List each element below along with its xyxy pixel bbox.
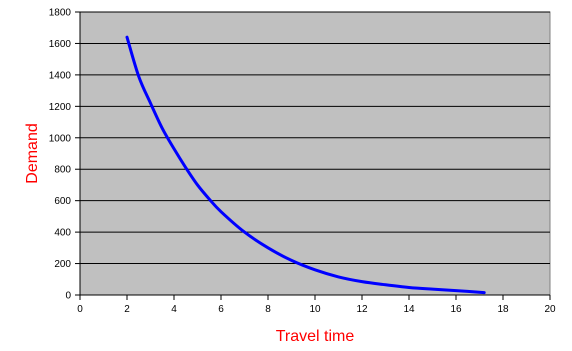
y-tick-label-200: 200 — [54, 259, 71, 270]
x-tick-labels: 0 2 4 6 8 10 12 14 16 18 20 — [77, 304, 556, 315]
y-tick-label-0: 0 — [65, 291, 71, 302]
axes — [75, 11, 551, 300]
plot-area — [79, 11, 551, 296]
gridlines — [80, 11, 550, 265]
y-axis-title: Demand — [24, 123, 41, 183]
y-tick-label-400: 400 — [54, 228, 71, 239]
x-tick-label-6: 6 — [218, 304, 224, 315]
x-tick-label-16: 16 — [450, 304, 462, 315]
x-tick-label-0: 0 — [77, 304, 83, 315]
x-tick-label-8: 8 — [265, 304, 271, 315]
y-tick-labels: 0 200 400 600 800 1000 1200 1400 1600 1800 — [49, 8, 72, 302]
x-axis-title: Travel time — [276, 328, 355, 345]
y-tick-label-600: 600 — [54, 196, 71, 207]
demand-curve-line — [125, 35, 486, 295]
x-tick-label-14: 14 — [403, 304, 415, 315]
x-tick-label-12: 12 — [356, 304, 368, 315]
x-tick-label-10: 10 — [309, 304, 321, 315]
y-tick-label-1800: 1800 — [49, 8, 72, 19]
y-tick-label-800: 800 — [54, 165, 71, 176]
x-tick-label-20: 20 — [544, 304, 556, 315]
x-tick-label-4: 4 — [171, 304, 177, 315]
y-tick-label-1200: 1200 — [49, 102, 72, 113]
y-tick-label-1000: 1000 — [49, 133, 72, 144]
y-tick-label-1600: 1600 — [49, 39, 72, 50]
x-tick-label-18: 18 — [497, 304, 509, 315]
y-tick-label-1400: 1400 — [49, 70, 72, 81]
x-tick-label-2: 2 — [124, 304, 130, 315]
